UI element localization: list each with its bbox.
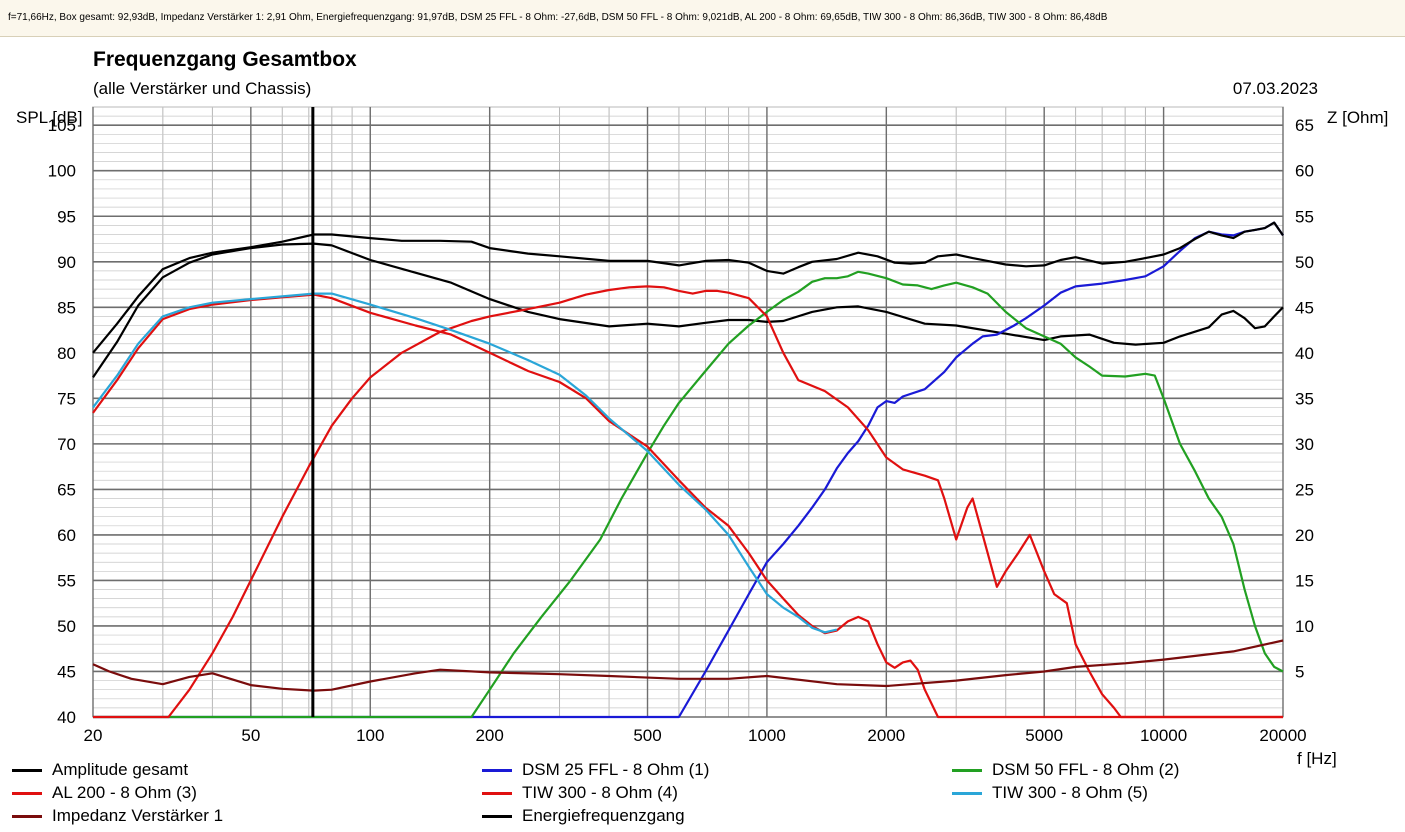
y2-tick-label: 40	[1295, 344, 1314, 363]
y2-tick-label: 35	[1295, 389, 1314, 408]
y-tick-label: 55	[57, 571, 76, 590]
x-tick-label: 1000	[748, 726, 786, 745]
legend-swatch	[482, 769, 512, 772]
series-line-3	[93, 270, 1284, 719]
legend-swatch	[482, 792, 512, 795]
y2-tick-label: 50	[1295, 253, 1314, 272]
series-line-6	[92, 292, 838, 634]
y2-tick-label: 20	[1295, 526, 1314, 545]
x-tick-label: 200	[475, 726, 503, 745]
y-tick-label: 85	[57, 298, 76, 317]
y-tick-label: 100	[48, 162, 76, 181]
y-tick-label: 70	[57, 435, 76, 454]
legend-swatch	[952, 792, 982, 795]
y2-axis-label: Z [Ohm]	[1327, 108, 1388, 127]
series-line-8	[92, 221, 1284, 354]
tick-labels: 20 50 100 200 500 1000 2000 5000 10000 20000 40 45 5…	[48, 116, 1314, 745]
y-tick-label: 65	[57, 480, 76, 499]
y-tick-label: 60	[57, 526, 76, 545]
y-tick-label: 105	[48, 116, 76, 135]
legend-swatch	[482, 815, 512, 818]
legend-swatch	[952, 769, 982, 772]
frequency-response-chart[interactable]: Frequenzgang Gesamtbox (alle Verstärker …	[0, 36, 1405, 832]
y2-tick-label: 25	[1295, 480, 1314, 499]
legend-swatch	[12, 769, 42, 772]
cursor-readout-text: f=71,66Hz, Box gesamt: 92,93dB, Impedanz…	[8, 12, 1108, 23]
chart-date: 07.03.2023	[1233, 79, 1318, 98]
y-tick-label: 80	[57, 344, 76, 363]
y2-tick-label: 30	[1295, 435, 1314, 454]
chart-title: Frequenzgang Gesamtbox	[93, 48, 357, 71]
y-tick-label: 95	[57, 207, 76, 226]
y2-tick-label: 15	[1295, 571, 1314, 590]
legend-swatch	[12, 815, 42, 818]
series-line-4	[93, 285, 1283, 719]
y-axis-label: SPL [dB]	[16, 108, 82, 127]
x-tick-label: 20000	[1259, 726, 1306, 745]
legend-label: Impedanz Verstärker 1	[52, 806, 224, 825]
legend-label: TIW 300 - 8 Ohm (4)	[522, 783, 678, 802]
cursor-readout-bar: f=71,66Hz, Box gesamt: 92,93dB, Impedanz…	[0, 0, 1405, 37]
y2-tick-label: 60	[1295, 162, 1314, 181]
y-tick-label: 40	[57, 708, 76, 727]
y2-tick-label: 10	[1295, 617, 1314, 636]
legend-label: Amplitude gesamt	[52, 760, 189, 779]
x-tick-label: 20	[84, 726, 103, 745]
y-tick-label: 75	[57, 389, 76, 408]
x-tick-label: 50	[241, 726, 260, 745]
legend-label: DSM 50 FFL - 8 Ohm (2)	[992, 760, 1180, 779]
x-tick-label: 5000	[1025, 726, 1063, 745]
x-tick-label: 2000	[867, 726, 905, 745]
y-tick-label: 45	[57, 662, 76, 681]
series-line-1	[92, 242, 1284, 379]
legend-label: AL 200 - 8 Ohm (3)	[52, 783, 197, 802]
legend-swatch	[12, 792, 42, 795]
grid	[92, 106, 1284, 718]
y-tick-label: 90	[57, 253, 76, 272]
x-tick-label: 10000	[1140, 726, 1187, 745]
y2-tick-label: 55	[1295, 207, 1314, 226]
legend-label: TIW 300 - 8 Ohm (5)	[992, 783, 1148, 802]
x-axis-label: f [Hz]	[1297, 749, 1337, 768]
legend-label: DSM 25 FFL - 8 Ohm (1)	[522, 760, 710, 779]
y2-tick-label: 5	[1295, 662, 1304, 681]
legend-label: Energiefrequenzgang	[522, 806, 685, 825]
y2-tick-label: 65	[1295, 116, 1314, 135]
chart-subtitle: (alle Verstärker und Chassis)	[93, 79, 311, 98]
x-tick-label: 500	[633, 726, 661, 745]
series-line-7	[92, 639, 1284, 692]
y2-tick-label: 45	[1295, 298, 1314, 317]
x-tick-label: 100	[356, 726, 384, 745]
series-lines	[92, 221, 1284, 719]
y-tick-label: 50	[57, 617, 76, 636]
